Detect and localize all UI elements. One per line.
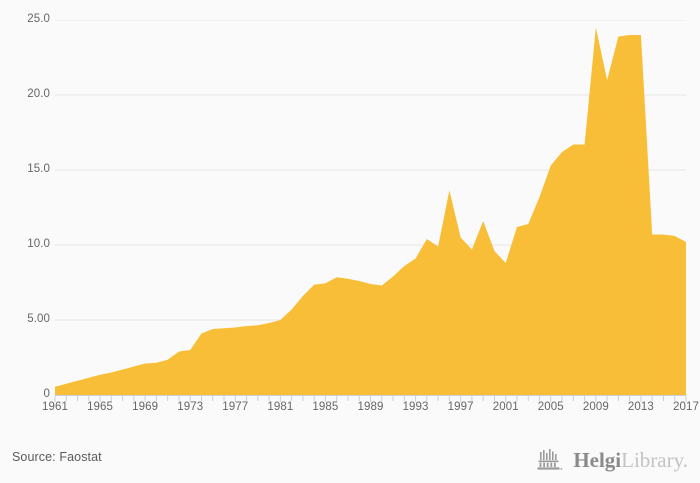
x-axis-tick-label: 1969 bbox=[132, 401, 159, 413]
source-label: Source: Faostat bbox=[12, 450, 102, 464]
y-axis-tick-label: 10.0 bbox=[27, 238, 50, 250]
x-axis-tick-label: 1973 bbox=[177, 401, 204, 413]
x-axis-tick-label: 2005 bbox=[537, 401, 564, 413]
y-axis-tick-label: 0 bbox=[43, 388, 50, 400]
logo-word-suffix: . bbox=[682, 447, 688, 472]
x-axis-tick-label: 1993 bbox=[402, 401, 429, 413]
logo-word-library: Library bbox=[621, 447, 683, 472]
helgi-library-logo[interactable]: HelgiLibrary. bbox=[536, 445, 688, 475]
x-axis-tick-label: 2001 bbox=[492, 401, 519, 413]
y-axis-tick-label: 20.0 bbox=[27, 88, 50, 100]
x-axis-tick-label: 1981 bbox=[267, 401, 294, 413]
x-axis-tick-label: 1985 bbox=[312, 401, 339, 413]
x-axis-tick-label: 2017 bbox=[673, 401, 699, 413]
x-axis-tick-label: 1961 bbox=[42, 401, 68, 413]
logo-wordmark: HelgiLibrary. bbox=[573, 447, 688, 472]
y-axis: 0 5.00 10.0 15.0 20.0 25.0 bbox=[0, 0, 50, 483]
plot-area bbox=[55, 20, 686, 395]
library-building-icon bbox=[537, 449, 563, 470]
x-axis-tick-label: 2009 bbox=[582, 401, 609, 413]
x-axis-tick-label: 1977 bbox=[222, 401, 249, 413]
area-chart-svg bbox=[55, 20, 686, 395]
y-axis-tick-label: 15.0 bbox=[27, 163, 50, 175]
y-axis-tick-label: 5.00 bbox=[27, 313, 50, 325]
x-axis-tick-label: 1997 bbox=[447, 401, 474, 413]
x-axis-tick-label: 2013 bbox=[627, 401, 654, 413]
x-axis-tick-label: 1965 bbox=[87, 401, 114, 413]
x-axis-tick-label: 1989 bbox=[357, 401, 384, 413]
series-area-faostat bbox=[55, 27, 686, 395]
y-axis-tick-label: 25.0 bbox=[27, 13, 50, 25]
logo-word-helgi: Helgi bbox=[573, 447, 622, 472]
